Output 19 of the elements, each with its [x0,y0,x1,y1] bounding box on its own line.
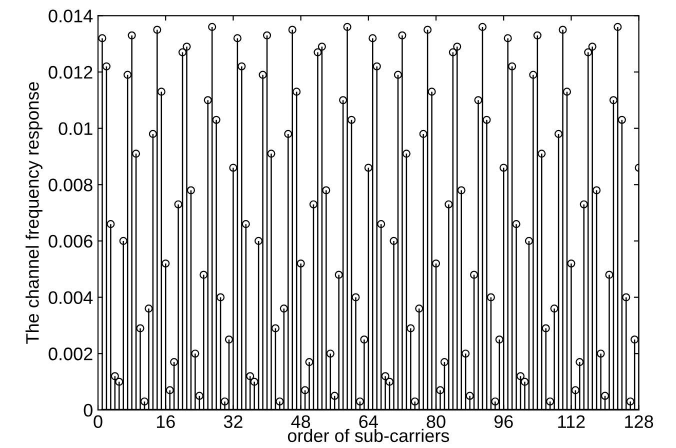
x-tick-label: 32 [224,415,242,428]
y-tick-label: 0.008 [48,178,92,192]
y-tick-label: 0.006 [48,234,92,248]
x-tick-label: 64 [359,415,378,428]
x-axis-title: order of sub-carriers [288,428,450,442]
x-tick-label: 48 [291,415,310,428]
x-tick-label: 16 [156,415,175,428]
x-tick-label: 0 [94,415,102,428]
y-tick-label: 0.012 [48,66,92,79]
y-tick-label: 0.01 [58,122,92,136]
x-tick-label: 112 [558,415,585,428]
x-tick-label: 96 [494,415,513,428]
x-tick-label: 128 [625,415,654,428]
x-tick-label: 80 [426,415,446,428]
y-tick-label: 0 [84,404,92,417]
y-axis-title: The channel frequency response [26,82,42,344]
y-tick-label: 0.004 [48,291,93,304]
y-tick-label: 0.002 [48,348,92,360]
y-tick-label: 0.014 [48,10,93,22]
